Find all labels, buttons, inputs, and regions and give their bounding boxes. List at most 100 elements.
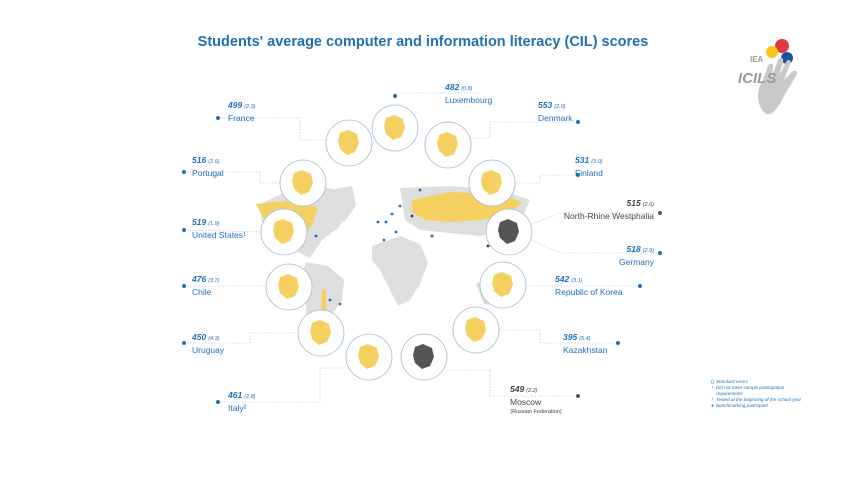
leader-line-uruguay	[184, 332, 298, 344]
country-name-uruguay: Uruguay	[192, 345, 225, 355]
country-name-north-rhine-westphalia: North-Rhine Westphalia	[564, 211, 654, 221]
shape-chile	[278, 274, 299, 299]
map-dot-kazakhstan	[430, 234, 434, 238]
leader-line-portugal	[184, 171, 280, 184]
map-dot-moscow	[486, 244, 490, 248]
leader-line-france	[218, 117, 326, 141]
shape-kazakhstan	[465, 317, 486, 342]
score-luxembourg: 482 (0.8)	[444, 82, 473, 92]
leader-line-kazakhstan	[499, 329, 618, 344]
marker-dot-luxembourg	[393, 94, 397, 98]
legend-mark: ()	[710, 379, 715, 384]
country-name-france: France	[228, 113, 255, 123]
shape-north-rhine-westphalia	[498, 219, 519, 244]
shape-finland	[481, 170, 502, 195]
map-dot-luxembourg	[384, 220, 388, 224]
score-france: 499 (2.3)	[227, 100, 256, 110]
map-dot-italy	[382, 238, 386, 242]
marker-dot-finland	[576, 173, 580, 177]
leader-line-moscow	[447, 369, 578, 397]
shape-united-states	[273, 219, 294, 244]
logo-org: IEA	[750, 55, 764, 64]
legend-text: Standard errors	[716, 379, 748, 384]
marker-dot-kazakhstan	[616, 341, 620, 345]
map-dot-chile	[328, 298, 332, 302]
score-united-states: 519 (1.9)	[192, 217, 220, 227]
logo-yellow-circle	[766, 46, 778, 58]
score-republic-of-korea: 542 (3.1)	[555, 274, 583, 284]
marker-dot-republic-of-korea	[638, 284, 642, 288]
shape-denmark	[437, 132, 458, 157]
country-name-luxembourg: Luxembourg	[445, 95, 493, 105]
map-dot-united-states	[314, 234, 318, 238]
country-name-republic-of-korea: Republic of Korea	[555, 287, 623, 297]
legend-mark: ¹	[711, 385, 714, 391]
shape-luxembourg	[384, 115, 405, 140]
leader-line-italy	[218, 367, 346, 403]
score-chile: 476 (3.7)	[191, 274, 220, 284]
marker-dot-uruguay	[182, 341, 186, 345]
map-dot-denmark	[398, 204, 402, 208]
country-name-germany: Germany	[619, 257, 655, 267]
legend: () Standard errors ¹ Did not meet sample…	[709, 379, 809, 409]
country-name-moscow: Moscow	[510, 397, 542, 407]
country-circles	[260, 104, 533, 381]
leader-line-finland	[515, 174, 578, 184]
country-name-finland: Finland	[575, 168, 603, 178]
country-name-denmark: Denmark	[538, 113, 573, 123]
marker-dot-moscow	[576, 394, 580, 398]
shape-moscow	[413, 344, 434, 369]
legend-text: Did not meet sample participation requir…	[716, 385, 785, 396]
sublabel-moscow: (Russian Federation)	[510, 409, 562, 415]
map-dot-north-rhine-westphalia	[410, 214, 414, 218]
country-name-portugal: Portugal	[192, 168, 224, 178]
marker-dot-portugal	[182, 170, 186, 174]
page-title: Students' average computer and informati…	[197, 34, 649, 50]
icils-logo: IEA ICILS	[726, 36, 816, 116]
legend-item-standard-errors: () Standard errors	[709, 379, 809, 385]
score-moscow: 549 (2.2)	[510, 384, 538, 394]
score-portugal: 516 (2.6)	[192, 155, 220, 165]
marker-dot-north-rhine-westphalia	[658, 211, 662, 215]
leader-line-united-states	[183, 229, 261, 233]
shape-france	[338, 130, 359, 155]
score-north-rhine-westphalia: 515 (2.6)	[627, 198, 655, 208]
legend-text: Benchmarking participant	[716, 402, 768, 408]
greenland-landmass	[330, 186, 356, 222]
marker-dot-chile	[182, 284, 186, 288]
score-uruguay: 450 (4.3)	[191, 332, 220, 342]
score-labels: 482 (0.8) Luxembourg 553 (2.0) Denmark 499 (2.3…	[182, 82, 662, 415]
shape-portugal	[292, 170, 313, 195]
logo-name: ICILS	[738, 70, 776, 87]
marker-dot-denmark	[576, 120, 580, 124]
legend-item-benchmarking: ● Benchmarking participant	[709, 403, 809, 409]
shape-italy	[358, 344, 379, 369]
leader-line-north-rhine-westphalia	[531, 212, 660, 225]
legend-mark: ●	[711, 402, 714, 408]
leader-line-denmark	[470, 121, 578, 139]
legend-item-tested-beginning: ² Tested at the beginning of the school …	[709, 397, 809, 403]
score-italy: 461 (2.8)	[227, 390, 256, 400]
country-name-kazakhstan: Kazakhstan	[563, 345, 608, 355]
marker-dot-italy	[216, 400, 220, 404]
score-kazakhstan: 395 (5.4)	[563, 332, 591, 342]
map-dot-portugal	[376, 220, 380, 224]
marker-dot-france	[216, 116, 220, 120]
marker-dot-germany	[658, 251, 662, 255]
country-name-chile: Chile	[192, 287, 212, 297]
score-germany: 518 (2.9)	[627, 244, 655, 254]
logo-red-circle	[775, 39, 789, 53]
map-dot-uruguay	[338, 302, 342, 306]
legend-text: Tested at the beginning of the school ye…	[716, 396, 802, 402]
marker-dot-united-states	[182, 228, 186, 232]
logo-hand-icon	[757, 57, 798, 114]
africa-landmass	[372, 236, 428, 306]
country-name-italy: Italy²	[228, 403, 247, 413]
map-dot-germany	[394, 230, 398, 234]
country-name-united-states: United States¹	[192, 230, 246, 240]
shape-uruguay	[310, 320, 331, 345]
shape-republic-of-korea	[492, 272, 513, 297]
score-denmark: 553 (2.0)	[538, 100, 566, 110]
map-dot-france	[390, 212, 394, 216]
